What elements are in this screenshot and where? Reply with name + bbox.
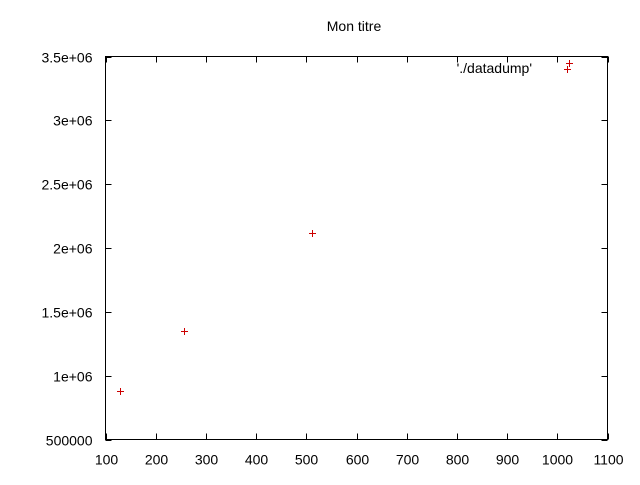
x-axis-tick-labels: 100 200 300 400 500 600 700 800 900 1000 1100	[95, 452, 624, 468]
series-points	[117, 60, 573, 395]
x-tick-label: 900	[496, 452, 520, 468]
data-point	[181, 328, 188, 335]
x-tick-label: 500	[295, 452, 319, 468]
data-point	[117, 388, 124, 395]
y-tick-label: 1.5e+06	[42, 305, 93, 321]
y-tick-label: 3.5e+06	[42, 50, 93, 66]
data-point	[566, 60, 573, 67]
y-axis-tick-labels: 500000 1e+06 1.5e+06 2e+06 2.5e+06 3e+06 3.5e+…	[42, 50, 93, 449]
legend-marker-plus	[564, 66, 571, 73]
legend-marker	[564, 66, 571, 73]
y-axis-ticks	[105, 57, 608, 441]
x-tick-label: 400	[245, 452, 269, 468]
x-tick-label: 1100	[593, 452, 623, 468]
x-axis-ticks	[106, 56, 609, 440]
legend: './datadump'	[457, 60, 571, 76]
y-tick-label: 1e+06	[53, 369, 93, 385]
legend-label: './datadump'	[457, 60, 532, 76]
x-tick-label: 800	[446, 452, 470, 468]
x-tick-label: 600	[346, 452, 370, 468]
y-tick-label: 500000	[46, 433, 93, 449]
data-point	[309, 230, 316, 237]
x-tick-label: 200	[145, 452, 169, 468]
y-tick-label: 3e+06	[53, 113, 93, 129]
y-tick-label: 2.5e+06	[42, 177, 93, 193]
x-tick-label: 100	[95, 452, 119, 468]
chart-title: Mon titre	[327, 18, 382, 34]
x-tick-label: 1000	[542, 452, 573, 468]
x-tick-label: 700	[396, 452, 420, 468]
x-tick-label: 300	[195, 452, 219, 468]
plot-frame	[105, 56, 608, 440]
y-tick-label: 2e+06	[53, 241, 93, 257]
